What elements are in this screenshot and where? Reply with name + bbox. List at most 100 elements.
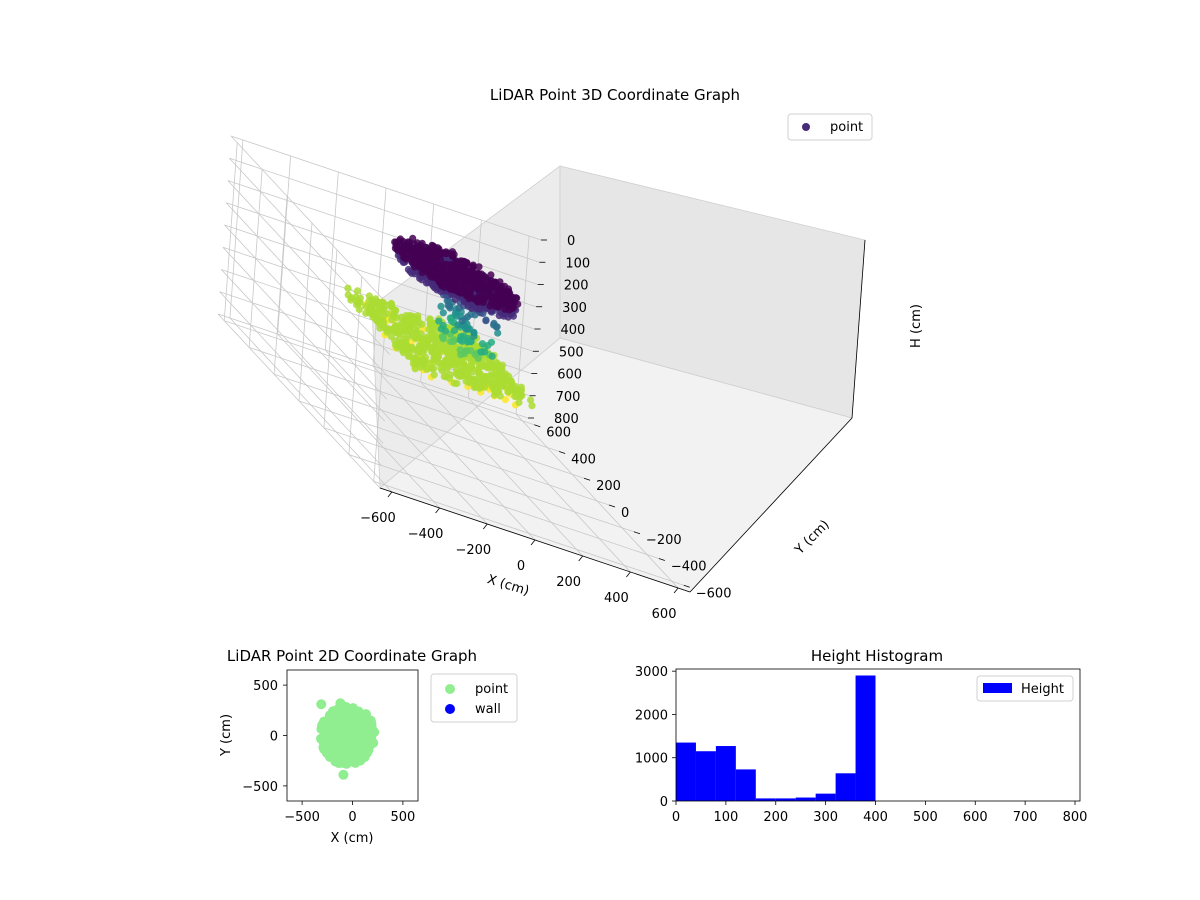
z-axis-line: [851, 239, 866, 419]
x-tick-label: −600: [360, 511, 396, 526]
point-2d: [350, 753, 361, 763]
point-3d: [470, 329, 478, 337]
legend-3d: point: [787, 113, 873, 141]
point-3d: [449, 344, 457, 352]
histogram-title: Height Histogram: [811, 647, 943, 665]
histogram-bar: [676, 742, 696, 801]
histogram-bar: [855, 675, 876, 801]
z-tick-label: 800: [554, 412, 579, 427]
point-3d: [463, 313, 472, 321]
point-2d: [369, 727, 380, 738]
z-tick-label: 100: [565, 256, 590, 271]
y-tick-label: 200: [596, 479, 621, 494]
point-3d: [441, 327, 449, 335]
point-2d: [318, 742, 329, 753]
point-3d: [467, 357, 475, 366]
z-tick-label: 0: [567, 234, 575, 249]
legend-3d-box: [787, 113, 873, 141]
point-3d: [487, 271, 495, 279]
point-3d: [409, 355, 417, 363]
point-3d: [453, 379, 461, 388]
x-axis-label-2d: X (cm): [331, 831, 374, 846]
point-2d: [330, 756, 341, 767]
x-tick-label: 0: [517, 559, 525, 574]
point-3d: [491, 278, 499, 286]
point-2d: [337, 747, 348, 758]
x-tick-label-2d: −500: [284, 810, 320, 825]
point-3d: [421, 357, 429, 365]
point-3d: [439, 333, 447, 341]
point-3d: [515, 398, 523, 407]
chart-2d-title: LiDAR Point 2D Coordinate Graph: [227, 647, 477, 665]
z-tick-label: 600: [557, 368, 582, 383]
point-3d: [492, 369, 500, 377]
point-3d: [429, 268, 437, 276]
point-3d: [527, 396, 535, 404]
point-3d: [430, 243, 438, 251]
x-tick-mark: [578, 555, 584, 562]
y-tick-mark: [534, 424, 541, 428]
y-tick-label: 0: [621, 506, 629, 521]
point-3d: [488, 383, 496, 391]
point-3d: [477, 284, 485, 292]
point-3d: [504, 295, 512, 303]
point-3d: [437, 263, 445, 271]
x-tick-label-2d: 0: [348, 810, 356, 825]
y-tick-mark: [683, 584, 690, 588]
point-3d: [475, 263, 483, 271]
point-3d: [344, 284, 352, 292]
point-2d-outlier: [335, 698, 346, 709]
histogram-bar: [815, 793, 836, 801]
point-3d: [399, 248, 407, 256]
y-tick-mark: [633, 531, 641, 535]
point-3d: [504, 301, 512, 309]
legend-histogram-box: [976, 675, 1074, 702]
point-3d: [463, 372, 471, 380]
grid-line-z: [217, 313, 529, 489]
hist-x-tick-label: 0: [672, 810, 680, 825]
point-3d: [518, 391, 526, 399]
hist-x-tick-label: 300: [813, 810, 838, 825]
point-3d: [501, 396, 509, 404]
point-3d: [448, 317, 456, 325]
point-3d: [424, 336, 432, 344]
y-tick-mark: [559, 451, 566, 454]
x-tick-label: 600: [652, 607, 677, 622]
hist-x-tick-label: 800: [1063, 810, 1088, 825]
legend-histogram: Height: [976, 675, 1074, 702]
point-3d: [380, 312, 388, 320]
hist-y-tick-label: 0: [660, 795, 668, 810]
point-3d: [417, 256, 425, 264]
point-3d: [451, 283, 460, 291]
point-3d: [473, 297, 481, 305]
legend-3d-label: point: [830, 120, 863, 135]
point-3d: [390, 312, 398, 321]
point-3d: [403, 348, 411, 356]
point-3d: [391, 238, 399, 246]
point-3d: [356, 298, 364, 306]
point-3d: [442, 345, 451, 353]
y-axis-line: [689, 417, 853, 593]
point-3d: [460, 350, 469, 358]
x-tick-mark: [387, 491, 393, 498]
point-3d: [442, 248, 450, 256]
point-2d: [353, 718, 364, 729]
point-3d: [453, 312, 461, 320]
point-3d: [404, 319, 412, 328]
point-3d: [353, 287, 362, 295]
point-3d: [510, 299, 519, 307]
hist-y-tick-label: 2000: [635, 708, 668, 723]
point-3d: [483, 290, 491, 298]
point-3d: [375, 317, 383, 325]
point-3d: [410, 256, 418, 264]
hist-x-tick-label: 500: [913, 810, 938, 825]
point-3d: [450, 326, 459, 335]
z-tick-label: 300: [562, 301, 587, 316]
y-axis-label-3d: Y (cm): [792, 517, 833, 558]
point-3d: [401, 337, 409, 345]
point-3d: [458, 317, 466, 325]
point-3d: [436, 274, 444, 282]
point-3d: [490, 321, 498, 329]
histogram-ticks: 0 100 200 300 400 500 600 700 800 0 1000 2000 3000: [635, 665, 1088, 825]
point-3d: [482, 317, 490, 325]
